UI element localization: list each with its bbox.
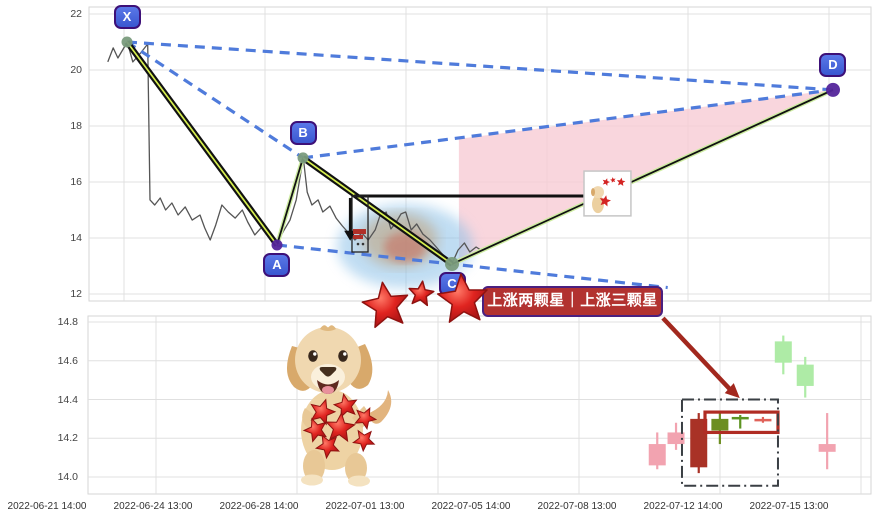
callout-arrow-shaft [661,316,732,391]
y-tick-label: 14.0 [57,471,78,483]
y-tick-label: 16 [70,176,82,188]
mini-star-icon [599,195,611,207]
panel-border [87,315,872,495]
price-line [107,41,482,265]
mini-star-icon [616,177,626,186]
candle-body[interactable] [818,444,836,452]
dog-leg [345,453,367,483]
dog-eye [308,350,318,362]
star-icon [314,434,340,460]
star-icon [325,411,356,443]
mini-star-icon [610,177,616,183]
thumbnail-box[interactable] [583,170,632,217]
candle-body[interactable] [774,341,792,363]
star-icon [310,398,337,426]
point-badge-X[interactable]: X [113,5,141,29]
flag-icon[interactable] [353,235,364,240]
mini-dog-head [592,186,605,199]
mini-star-icon [602,178,610,186]
dog-tuft [320,325,336,331]
y-tick-label: 14.8 [57,316,78,328]
zigzag-core [126,41,278,246]
measure-box [351,195,369,253]
flag-dot [361,242,365,246]
dog-paw [301,474,323,486]
y-tick-label: 18 [70,120,82,132]
candle-body[interactable] [711,418,729,431]
x-tick-label: 2022-06-21 14:00 [7,501,87,512]
candle-body[interactable] [796,364,814,386]
flag-icon[interactable] [353,229,367,235]
dog-eye [338,350,348,362]
x-tick-label: 2022-07-05 14:00 [431,501,511,512]
y-tick-label: 22 [70,8,82,20]
x-tick-label: 2022-06-24 13:00 [113,501,193,512]
candle-body[interactable] [690,418,708,468]
y-tick-label: 14 [70,232,82,244]
dashed-connector [302,88,834,160]
pivot-marker-X[interactable] [121,36,133,48]
star-icon [302,417,328,443]
pivot-marker-B[interactable] [297,152,309,164]
pivot-marker-D[interactable] [825,82,840,97]
dog-eye-glint [343,352,347,356]
zigzag-line [276,157,304,246]
pattern-annotation-label[interactable]: 上涨两颗星｜上涨三颗星 [482,286,663,317]
point-badge-B[interactable]: B [289,120,317,145]
candle-body[interactable] [754,418,772,422]
y-tick-label: 14.2 [57,432,78,445]
dog-eye-glint [313,352,317,356]
callout-arrow-head [724,383,740,399]
candle-body[interactable] [648,444,666,466]
candle-body[interactable] [667,432,685,445]
star-icon [332,392,358,419]
candle-body[interactable] [731,416,749,420]
x-tick-label: 2022-07-12 14:00 [643,501,723,512]
star-icon [352,429,376,453]
dog-nose [319,367,337,377]
dashed-connector [126,40,304,160]
mini-dog-ear [591,188,596,197]
dashed-connector [126,40,834,92]
y-tick-label: 20 [70,64,82,76]
zigzag-core [302,157,453,265]
pivot-marker-C[interactable] [445,257,460,272]
y-tick-label: 12 [70,288,82,300]
dog-tongue [322,386,334,394]
dog-leg [303,450,325,482]
point-badge-C[interactable]: C [438,272,466,297]
dashed-connector-extended [276,243,668,290]
point-badge-D[interactable]: D [819,52,847,77]
pivot-marker-A[interactable] [271,239,283,251]
dog-sticker [286,325,392,487]
flag-dot [356,242,360,246]
point-badge-A[interactable]: A [263,253,291,277]
y-tick-label: 14.6 [57,354,78,367]
dog-paw [348,475,370,487]
y-tick-label: 14.4 [57,393,78,406]
x-tick-label: 2022-07-08 13:00 [537,501,617,512]
dog-tail [367,390,392,424]
star-icon [354,406,378,431]
x-tick-label: 2022-06-28 14:00 [219,501,299,512]
x-tick-label: 2022-07-15 13:00 [749,501,829,512]
pattern-dashed-box [680,398,779,487]
x-tick-label: 2022-07-01 13:00 [325,501,405,512]
zigzag-line [451,89,834,265]
